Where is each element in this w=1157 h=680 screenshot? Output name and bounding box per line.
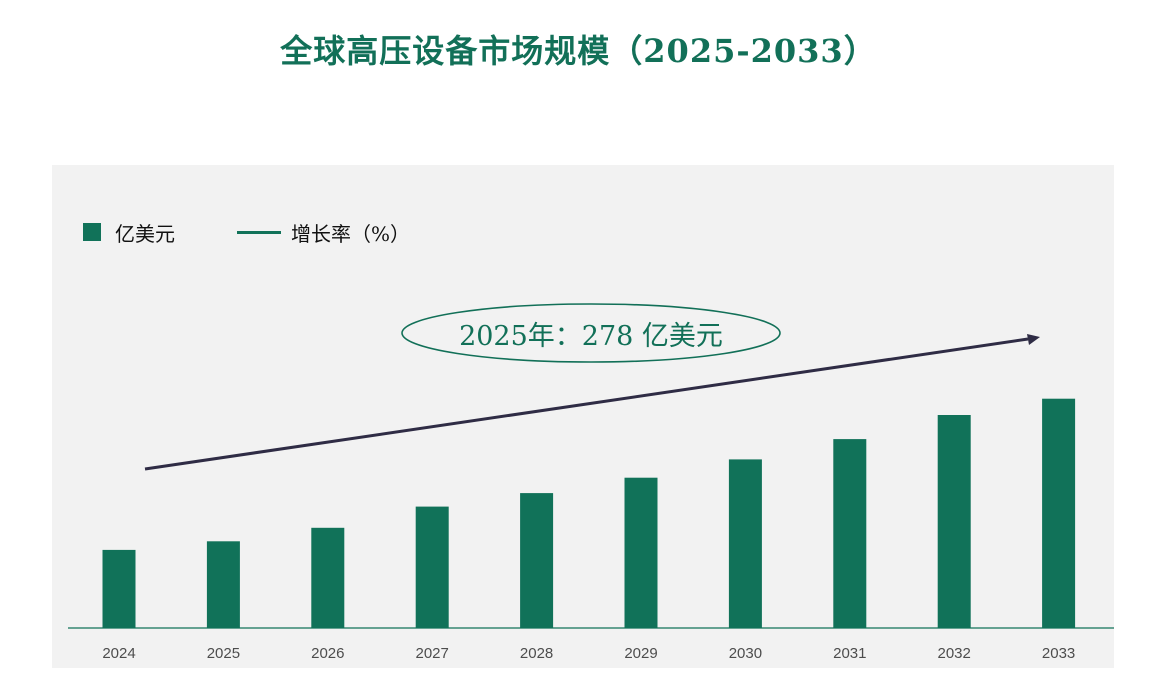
bar-2031 <box>833 439 867 628</box>
x-tick-label: 2029 <box>624 645 657 662</box>
x-tick-label: 2024 <box>102 645 135 662</box>
legend-line-label: 增长率（%） <box>291 221 411 246</box>
x-tick-label: 2031 <box>833 645 866 662</box>
x-tick-label: 2027 <box>416 645 449 662</box>
x-tick-label: 2026 <box>311 645 344 662</box>
callout-text: 2025年：278 亿美元 <box>459 320 723 352</box>
bar-2029 <box>624 477 658 628</box>
bar-2032 <box>937 415 971 628</box>
x-tick-labels: 2024 2025 2026 2027 2028 2029 2030 2031 2032 2033 <box>102 645 1075 662</box>
bar-group <box>102 398 1076 628</box>
legend: 亿美元 增长率（%） <box>83 219 411 246</box>
callout-ellipse <box>401 303 781 363</box>
x-tick-label: 2032 <box>938 645 971 662</box>
x-tick-label: 2025 <box>207 645 240 662</box>
legend-bar-label: 亿美元 <box>115 221 175 246</box>
bar-2027 <box>415 506 449 628</box>
legend-line-swatch <box>237 230 281 234</box>
bar-2033 <box>1042 398 1076 628</box>
bar-2025 <box>206 541 240 628</box>
bar-2030 <box>728 459 762 628</box>
x-tick-label: 2033 <box>1042 645 1075 662</box>
x-tick-label: 2028 <box>520 645 553 662</box>
bar-2026 <box>311 527 345 628</box>
bar-2024 <box>102 549 136 628</box>
trend-arrow <box>144 337 1029 471</box>
bar-2028 <box>520 493 554 628</box>
chart-title: 全球高压设备市场规模（2025-2033） <box>280 32 877 70</box>
legend-bar-swatch <box>83 223 101 241</box>
trend-arrow-head <box>1027 334 1040 345</box>
x-tick-label: 2030 <box>729 645 762 662</box>
